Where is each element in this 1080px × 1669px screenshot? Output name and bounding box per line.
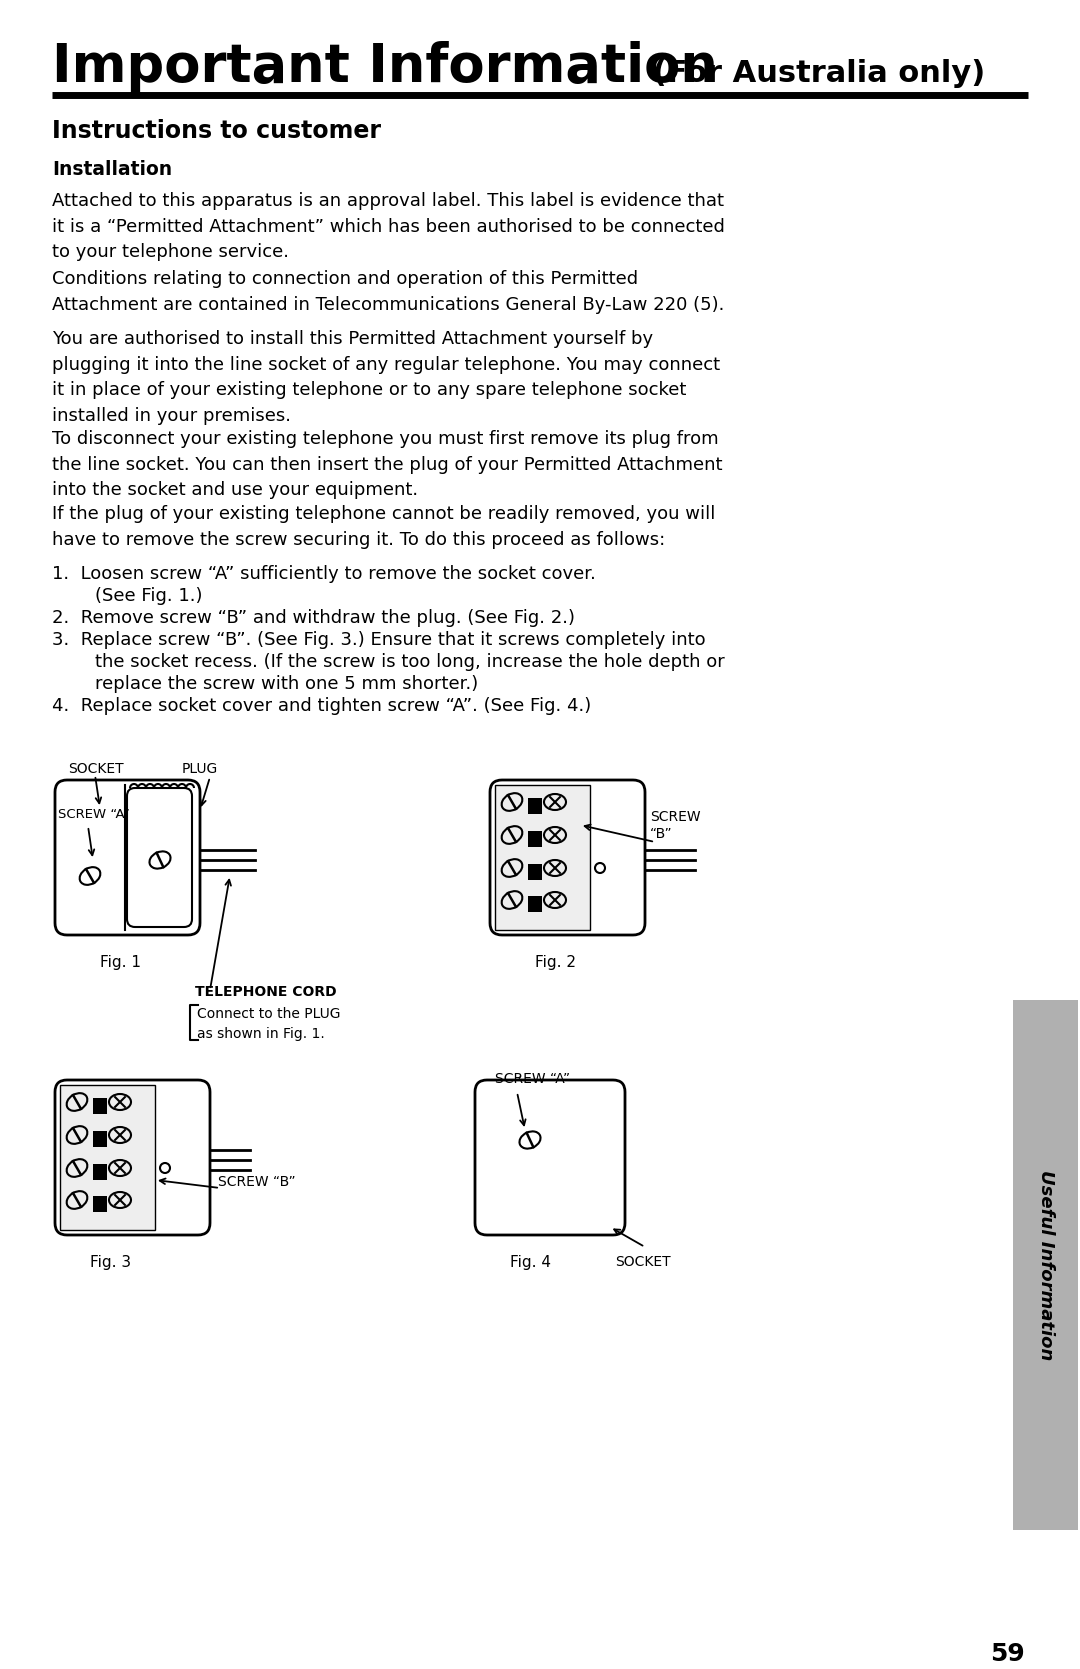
Text: (For Australia only): (For Australia only): [642, 58, 985, 88]
FancyBboxPatch shape: [475, 1080, 625, 1235]
Text: (See Fig. 1.): (See Fig. 1.): [72, 587, 203, 604]
FancyBboxPatch shape: [127, 788, 192, 926]
Text: 1.  Loosen screw “A” sufficiently to remove the socket cover.: 1. Loosen screw “A” sufficiently to remo…: [52, 566, 596, 582]
FancyBboxPatch shape: [55, 1080, 210, 1235]
Text: 4.  Replace socket cover and tighten screw “A”. (See Fig. 4.): 4. Replace socket cover and tighten scre…: [52, 698, 591, 714]
Bar: [495, 784, 590, 930]
Bar: [1013, 1000, 1078, 1530]
Text: as shown in Fig. 1.: as shown in Fig. 1.: [197, 1026, 325, 1041]
Text: TELEPHONE CORD: TELEPHONE CORD: [195, 985, 337, 1000]
Text: 3.  Replace screw “B”. (See Fig. 3.) Ensure that it screws completely into: 3. Replace screw “B”. (See Fig. 3.) Ensu…: [52, 631, 705, 649]
Text: SCREW “B”: SCREW “B”: [218, 1175, 296, 1188]
Text: SCREW “A”: SCREW “A”: [58, 808, 130, 821]
Text: SOCKET: SOCKET: [615, 1255, 671, 1268]
Text: Attached to this apparatus is an approval label. This label is evidence that
it : Attached to this apparatus is an approva…: [52, 192, 725, 262]
Bar: [93, 1132, 107, 1147]
FancyBboxPatch shape: [55, 779, 200, 935]
Text: SOCKET: SOCKET: [68, 763, 123, 776]
Text: 2.  Remove screw “B” and withdraw the plug. (See Fig. 2.): 2. Remove screw “B” and withdraw the plu…: [52, 609, 575, 628]
Text: If the plug of your existing telephone cannot be readily removed, you will
have : If the plug of your existing telephone c…: [52, 506, 715, 549]
Text: Conditions relating to connection and operation of this Permitted
Attachment are: Conditions relating to connection and op…: [52, 270, 725, 314]
Bar: [528, 896, 542, 911]
Text: SCREW “A”: SCREW “A”: [495, 1071, 570, 1087]
Text: Fig. 1: Fig. 1: [100, 955, 141, 970]
Bar: [60, 1085, 156, 1230]
Text: SCREW
“B”: SCREW “B”: [650, 809, 701, 841]
Bar: [93, 1163, 107, 1180]
Bar: [93, 1197, 107, 1212]
Text: 59: 59: [990, 1642, 1025, 1666]
Bar: [528, 798, 542, 814]
Text: Useful Information: Useful Information: [1037, 1170, 1055, 1360]
Text: You are authorised to install this Permitted Attachment yourself by
plugging it : You are authorised to install this Permi…: [52, 330, 720, 426]
Text: To disconnect your existing telephone you must first remove its plug from
the li: To disconnect your existing telephone yo…: [52, 431, 723, 499]
Bar: [93, 1098, 107, 1113]
FancyBboxPatch shape: [490, 779, 645, 935]
Text: Important Information: Important Information: [52, 42, 718, 93]
Text: PLUG: PLUG: [183, 763, 218, 776]
Text: Instructions to customer: Instructions to customer: [52, 118, 381, 144]
Text: Fig. 3: Fig. 3: [90, 1255, 131, 1270]
Text: the socket recess. (If the screw is too long, increase the hole depth or: the socket recess. (If the screw is too …: [72, 653, 725, 671]
Text: Fig. 2: Fig. 2: [535, 955, 576, 970]
Text: Connect to the PLUG: Connect to the PLUG: [197, 1006, 340, 1021]
Text: Installation: Installation: [52, 160, 172, 179]
Bar: [528, 865, 542, 880]
Text: replace the screw with one 5 mm shorter.): replace the screw with one 5 mm shorter.…: [72, 674, 478, 693]
Text: Fig. 4: Fig. 4: [510, 1255, 551, 1270]
Bar: [528, 831, 542, 846]
